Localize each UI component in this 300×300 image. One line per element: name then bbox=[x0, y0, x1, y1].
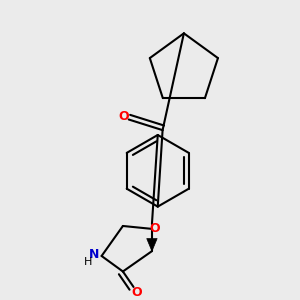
Text: O: O bbox=[118, 110, 129, 122]
Text: O: O bbox=[149, 222, 160, 235]
Text: H: H bbox=[83, 257, 92, 267]
Text: N: N bbox=[89, 248, 100, 261]
Text: O: O bbox=[132, 286, 142, 299]
Polygon shape bbox=[147, 238, 157, 251]
